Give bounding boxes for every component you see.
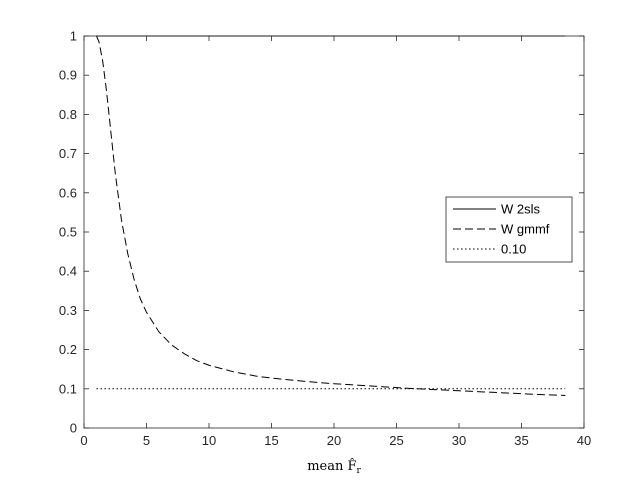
y-tick-label: 0.2 bbox=[59, 342, 77, 357]
y-tick-label: 0.9 bbox=[59, 68, 77, 83]
x-tick-label: 40 bbox=[577, 433, 591, 448]
x-tick-label: 30 bbox=[452, 433, 466, 448]
x-tick-label: 0 bbox=[80, 433, 87, 448]
x-tick-label: 5 bbox=[143, 433, 150, 448]
y-tick-label: 0 bbox=[70, 421, 77, 436]
y-tick-label: 0.1 bbox=[59, 381, 77, 396]
x-tick-label: 15 bbox=[264, 433, 278, 448]
y-tick-label: 1 bbox=[70, 29, 77, 44]
y-tick-label: 0.6 bbox=[59, 185, 77, 200]
legend-entry-label: W gmmf bbox=[501, 222, 550, 237]
ticks-layer: 0 5 10 15 20 25 30 35 40 0 0.1 0.2 0.3 0.4 0.5 0.6 0.7 0.… bbox=[59, 29, 591, 449]
y-tick-label: 0.7 bbox=[59, 146, 77, 161]
legend-entry-label: W 2sls bbox=[501, 202, 541, 217]
y-tick-label: 0.5 bbox=[59, 225, 77, 240]
y-tick-label: 0.4 bbox=[59, 264, 77, 279]
legend-entry-label: 0.10 bbox=[501, 242, 526, 257]
y-tick-label: 0.3 bbox=[59, 303, 77, 318]
legend: W 2sls W gmmf 0.10 bbox=[445, 196, 573, 263]
x-tick-label: 20 bbox=[327, 433, 341, 448]
x-tick-label: 35 bbox=[514, 433, 528, 448]
x-axis-label: mean F̂r bbox=[307, 458, 361, 476]
x-tick-label: 25 bbox=[389, 433, 403, 448]
x-tick-label: 10 bbox=[202, 433, 216, 448]
y-tick-label: 0.8 bbox=[59, 107, 77, 122]
